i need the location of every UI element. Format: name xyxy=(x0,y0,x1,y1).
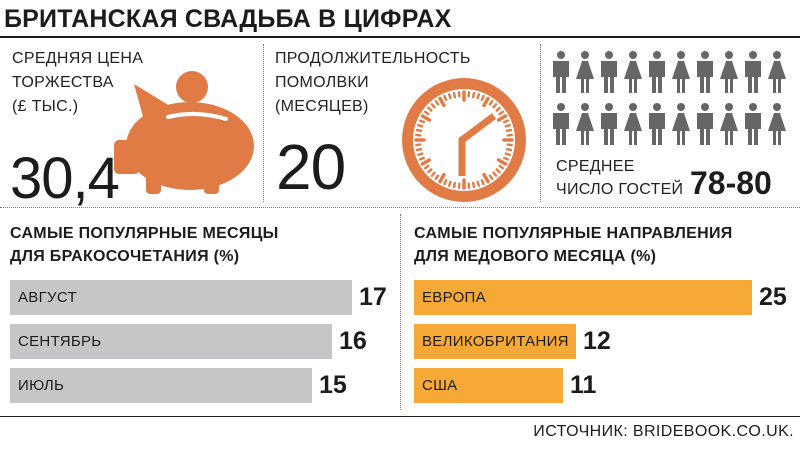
honeymoon-bar-value: 11 xyxy=(570,371,597,399)
clock-icon xyxy=(402,78,526,202)
months-bar-chart: АВГУСТ 17 СЕНТЯБРЬ 16 ИЮЛЬ 15 xyxy=(10,280,390,410)
man-icon xyxy=(649,103,665,145)
honeymoon-bar-label: ВЕЛИКОБРИТАНИЯ xyxy=(422,333,569,350)
months-bar-label: ИЮЛЬ xyxy=(18,377,65,394)
engagement-label: ПРОДОЛЖИТЕЛЬНОСТЬ ПОМОЛВКИ (МЕСЯЦЕВ) xyxy=(275,47,471,119)
source-credit: ИСТОЧНИК: BRIDEBOOK.CO.UK. xyxy=(533,423,794,440)
woman-icon xyxy=(672,51,690,93)
cost-value: 30,4 xyxy=(10,146,120,211)
divider xyxy=(400,214,401,410)
people-icon xyxy=(553,51,786,145)
guests-label-line: СРЕДНЕЕ xyxy=(556,158,635,175)
engagement-label-line: (МЕСЯЦЕВ) xyxy=(275,98,369,115)
page-title: БРИТАНСКАЯ СВАДЬБА В ЦИФРАХ xyxy=(4,5,452,33)
cost-label-line: (£ ТЫС.) xyxy=(12,98,79,115)
woman-icon xyxy=(624,103,642,145)
man-icon xyxy=(601,103,617,145)
months-bar-value: 17 xyxy=(359,283,387,311)
engagement-label-line: ПРОДОЛЖИТЕЛЬНОСТЬ xyxy=(275,50,471,67)
months-bar-label: АВГУСТ xyxy=(18,289,77,306)
bottom-rule xyxy=(0,416,800,417)
engagement-label-line: ПОМОЛВКИ xyxy=(275,74,369,91)
divider xyxy=(540,44,541,202)
woman-icon xyxy=(720,51,738,93)
chart-title-line: САМЫЕ ПОПУЛЯРНЫЕ МЕСЯЦЫ xyxy=(10,225,279,242)
honeymoon-bar: ЕВРОПА xyxy=(414,280,752,315)
engagement-value: 20 xyxy=(276,131,346,203)
man-icon xyxy=(697,51,713,93)
woman-icon xyxy=(768,103,786,145)
man-icon xyxy=(553,51,569,93)
man-icon xyxy=(649,51,665,93)
honeymoon-bar-chart: ЕВРОПА 25 ВЕЛИКОБРИТАНИЯ 12 США 11 xyxy=(414,280,800,410)
chart-title-line: САМЫЕ ПОПУЛЯРНЫЕ НАПРАВЛЕНИЯ xyxy=(414,225,733,242)
months-bar-value: 15 xyxy=(319,371,347,399)
woman-icon xyxy=(576,103,594,145)
honeymoon-bar-value: 12 xyxy=(583,327,611,355)
top-rule xyxy=(0,36,800,38)
months-bar-label: СЕНТЯБРЬ xyxy=(18,333,102,350)
piggy-bank-icon xyxy=(114,71,254,194)
woman-icon xyxy=(576,51,594,93)
honeymoon-bar-label: ЕВРОПА xyxy=(422,289,486,306)
man-icon xyxy=(697,103,713,145)
chart-title-line: ДЛЯ БРАКОСОЧЕТАНИЯ (%) xyxy=(10,248,240,265)
guests-label: СРЕДНЕЕ ЧИСЛО ГОСТЕЙ xyxy=(556,155,683,201)
cost-label: СРЕДНЯЯ ЦЕНА ТОРЖЕСТВА (£ ТЫС.) xyxy=(12,47,143,119)
man-icon xyxy=(745,51,761,93)
honeymoon-chart-title: САМЫЕ ПОПУЛЯРНЫЕ НАПРАВЛЕНИЯ ДЛЯ МЕДОВОГ… xyxy=(414,222,733,268)
honeymoon-bar: США xyxy=(414,368,563,403)
divider xyxy=(0,207,800,208)
honeymoon-bar-value: 25 xyxy=(759,283,787,311)
cost-label-line: СРЕДНЯЯ ЦЕНА xyxy=(12,50,144,67)
man-icon xyxy=(601,51,617,93)
man-icon xyxy=(553,103,569,145)
honeymoon-bar: ВЕЛИКОБРИТАНИЯ xyxy=(414,324,576,359)
woman-icon xyxy=(720,103,738,145)
honeymoon-bar-label: США xyxy=(422,377,458,394)
cost-label-line: ТОРЖЕСТВА xyxy=(12,74,114,91)
months-bar: ИЮЛЬ xyxy=(10,368,312,403)
woman-icon xyxy=(672,103,690,145)
guests-label-line: ЧИСЛО ГОСТЕЙ xyxy=(556,181,684,198)
months-bar-value: 16 xyxy=(339,327,367,355)
months-bar: АВГУСТ xyxy=(10,280,352,315)
months-bar: СЕНТЯБРЬ xyxy=(10,324,332,359)
woman-icon xyxy=(624,51,642,93)
man-icon xyxy=(745,103,761,145)
months-chart-title: САМЫЕ ПОПУЛЯРНЫЕ МЕСЯЦЫ ДЛЯ БРАКОСОЧЕТАН… xyxy=(10,222,279,268)
divider xyxy=(263,44,264,202)
guests-value: 78-80 xyxy=(690,165,772,201)
woman-icon xyxy=(768,51,786,93)
chart-title-line: ДЛЯ МЕДОВОГО МЕСЯЦА (%) xyxy=(414,248,657,265)
